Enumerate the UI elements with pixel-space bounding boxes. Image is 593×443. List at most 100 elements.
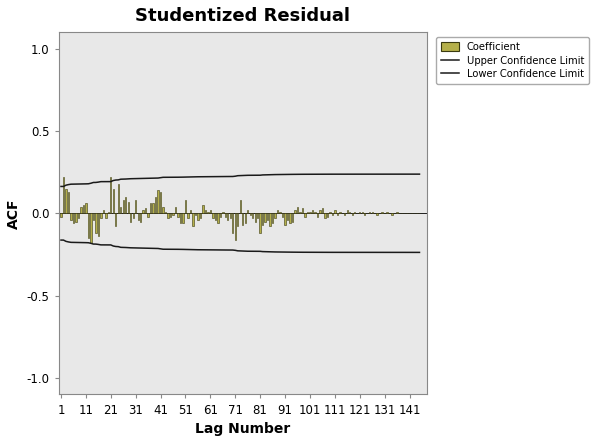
Bar bbox=[314, 212, 315, 213]
Bar bbox=[252, 213, 253, 218]
Bar bbox=[135, 200, 136, 213]
Bar bbox=[78, 213, 79, 218]
Bar bbox=[145, 208, 146, 213]
X-axis label: Lag Number: Lag Number bbox=[195, 422, 291, 436]
Bar bbox=[337, 213, 338, 215]
Bar bbox=[120, 207, 122, 213]
Bar bbox=[254, 213, 256, 222]
Bar bbox=[260, 213, 261, 233]
Bar bbox=[235, 213, 236, 240]
Bar bbox=[98, 213, 99, 236]
Bar bbox=[117, 183, 119, 213]
Bar bbox=[100, 213, 101, 218]
Bar bbox=[202, 205, 203, 213]
Bar bbox=[396, 212, 398, 213]
Bar bbox=[225, 213, 226, 217]
Bar bbox=[262, 213, 263, 225]
Bar bbox=[294, 210, 296, 213]
Bar bbox=[282, 213, 283, 217]
Bar bbox=[75, 213, 76, 222]
Bar bbox=[250, 213, 251, 215]
Bar bbox=[229, 213, 231, 218]
Bar bbox=[217, 213, 219, 223]
Bar bbox=[247, 210, 248, 213]
Bar bbox=[319, 210, 321, 213]
Bar bbox=[138, 213, 139, 220]
Bar bbox=[205, 210, 206, 213]
Bar bbox=[232, 213, 234, 233]
Bar bbox=[155, 197, 157, 213]
Bar bbox=[371, 212, 373, 213]
Bar bbox=[110, 177, 111, 213]
Bar bbox=[63, 177, 64, 213]
Bar bbox=[240, 200, 241, 213]
Bar bbox=[237, 213, 238, 226]
Bar bbox=[185, 200, 186, 213]
Bar bbox=[349, 212, 350, 213]
Bar bbox=[279, 212, 280, 213]
Bar bbox=[347, 210, 348, 213]
Bar bbox=[267, 213, 268, 220]
Bar bbox=[60, 213, 62, 217]
Bar bbox=[275, 213, 276, 218]
Bar bbox=[299, 212, 301, 213]
Bar bbox=[103, 210, 104, 213]
Bar bbox=[327, 213, 328, 217]
Bar bbox=[219, 213, 221, 217]
Bar bbox=[140, 213, 141, 222]
Bar bbox=[387, 212, 388, 213]
Bar bbox=[71, 213, 72, 220]
Bar bbox=[269, 213, 271, 226]
Bar bbox=[80, 207, 82, 213]
Bar bbox=[334, 210, 336, 213]
Bar bbox=[177, 213, 178, 217]
Bar bbox=[160, 192, 161, 213]
Bar bbox=[277, 210, 278, 213]
Bar bbox=[162, 207, 164, 213]
Bar bbox=[73, 213, 74, 223]
Bar bbox=[264, 213, 266, 222]
Bar bbox=[65, 189, 66, 213]
Bar bbox=[207, 212, 209, 213]
Bar bbox=[302, 208, 303, 213]
Bar bbox=[324, 213, 326, 218]
Y-axis label: ACF: ACF bbox=[7, 198, 21, 229]
Bar bbox=[354, 212, 355, 213]
Bar bbox=[142, 210, 144, 213]
Bar bbox=[359, 212, 361, 213]
Bar bbox=[257, 213, 259, 218]
Bar bbox=[127, 202, 129, 213]
Bar bbox=[362, 212, 363, 213]
Bar bbox=[187, 213, 189, 218]
Bar bbox=[272, 213, 273, 223]
Bar bbox=[165, 212, 166, 213]
Bar bbox=[113, 189, 114, 213]
Bar bbox=[352, 213, 353, 215]
Bar bbox=[329, 212, 330, 213]
Bar bbox=[150, 203, 151, 213]
Bar bbox=[108, 212, 109, 213]
Legend: Coefficient, Upper Confidence Limit, Lower Confidence Limit: Coefficient, Upper Confidence Limit, Low… bbox=[436, 37, 589, 84]
Bar bbox=[322, 208, 323, 213]
Bar bbox=[377, 213, 378, 215]
Bar bbox=[391, 213, 393, 215]
Bar bbox=[222, 212, 224, 213]
Bar bbox=[173, 213, 174, 215]
Bar bbox=[125, 197, 126, 213]
Bar bbox=[93, 213, 94, 220]
Bar bbox=[312, 210, 313, 213]
Bar bbox=[130, 213, 132, 222]
Bar bbox=[152, 203, 154, 213]
Bar bbox=[157, 190, 159, 213]
Bar bbox=[175, 207, 176, 213]
Bar bbox=[105, 213, 107, 218]
Bar bbox=[331, 213, 333, 215]
Bar bbox=[192, 213, 194, 226]
Bar bbox=[182, 213, 184, 223]
Bar bbox=[227, 213, 228, 220]
Bar bbox=[364, 213, 365, 215]
Bar bbox=[115, 213, 116, 226]
Bar bbox=[85, 203, 87, 213]
Title: Studentized Residual: Studentized Residual bbox=[135, 7, 350, 25]
Bar bbox=[68, 192, 69, 213]
